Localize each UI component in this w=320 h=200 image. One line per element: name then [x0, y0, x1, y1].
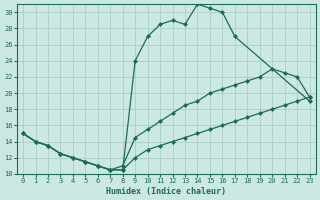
X-axis label: Humidex (Indice chaleur): Humidex (Indice chaleur)	[106, 187, 226, 196]
